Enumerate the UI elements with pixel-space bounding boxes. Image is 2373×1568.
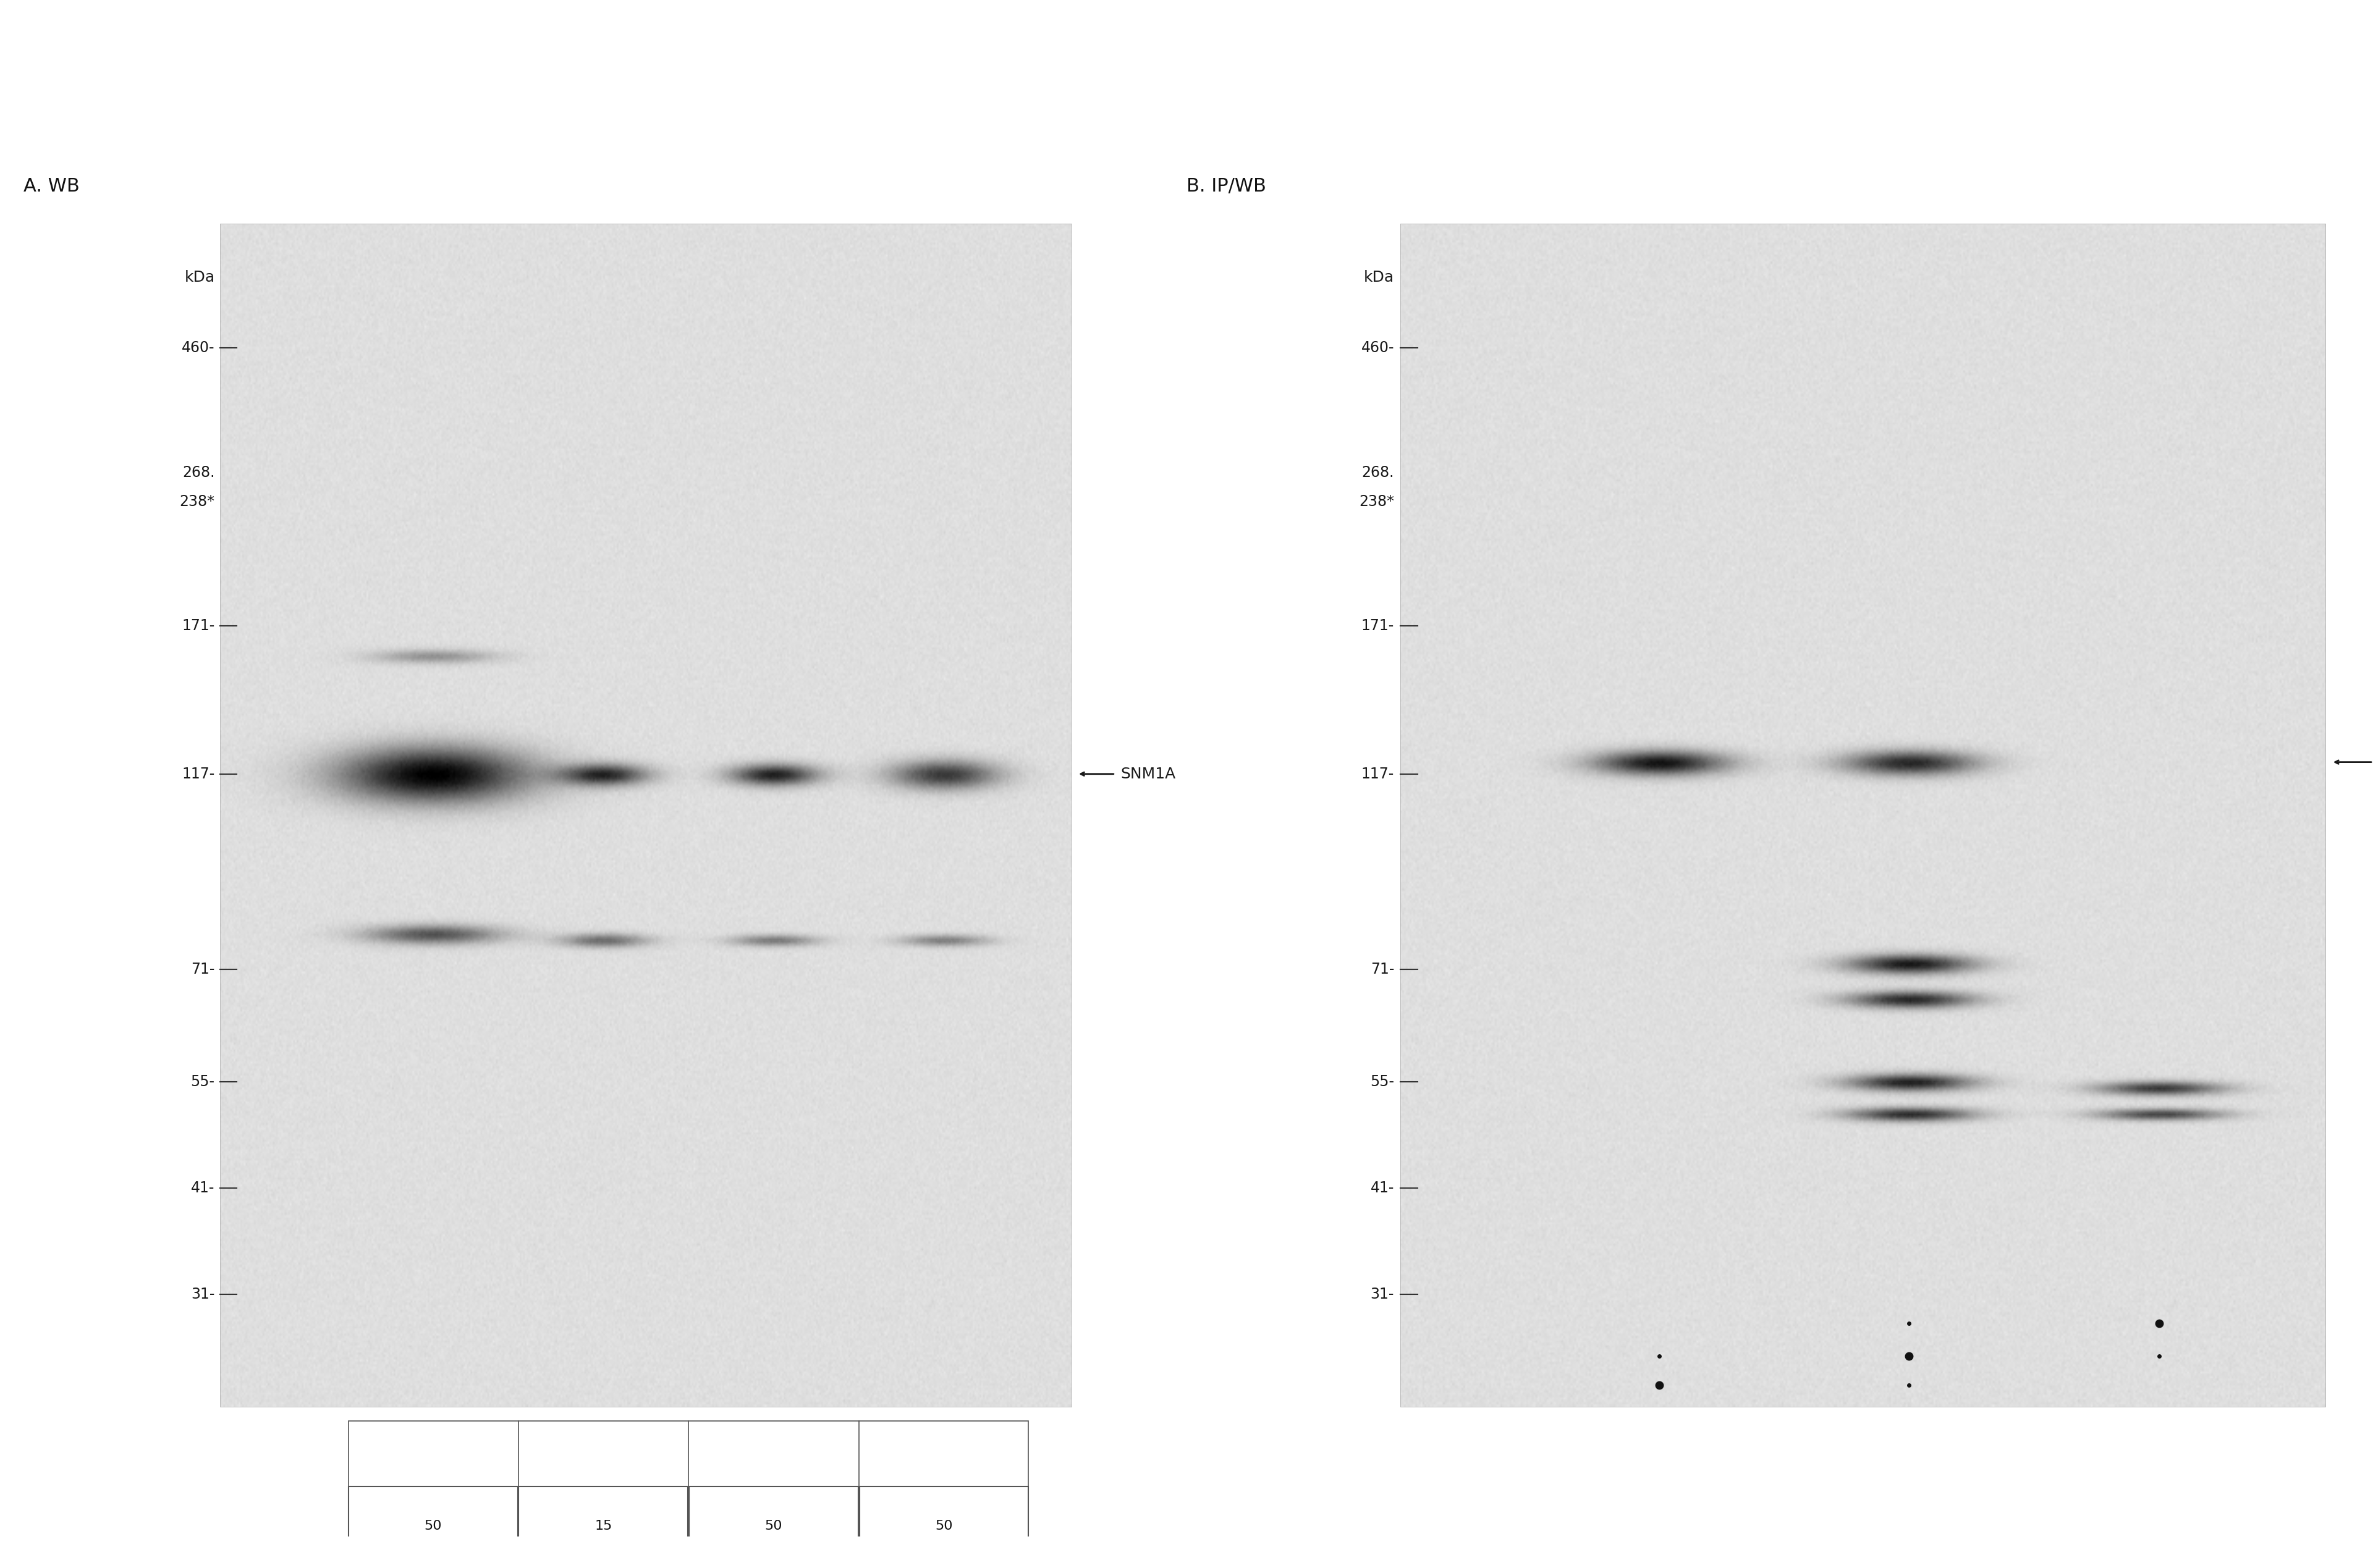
Text: 55-: 55- <box>190 1074 214 1088</box>
Text: 55-: 55- <box>1369 1074 1395 1088</box>
Text: 31-: 31- <box>1372 1287 1395 1301</box>
Text: 41-: 41- <box>192 1181 214 1195</box>
Text: 15: 15 <box>596 1519 612 1532</box>
Text: SNM1A: SNM1A <box>1120 767 1177 781</box>
Text: 50: 50 <box>935 1519 952 1532</box>
Text: 268.: 268. <box>1362 464 1395 480</box>
Bar <box>349 1421 1028 1565</box>
Text: B. IP/WB: B. IP/WB <box>1186 177 1267 194</box>
Text: 41-: 41- <box>1372 1181 1395 1195</box>
Text: 50: 50 <box>425 1519 441 1532</box>
Text: A. WB: A. WB <box>24 177 81 194</box>
Text: 171-: 171- <box>1362 619 1395 633</box>
Text: 71-: 71- <box>1372 961 1395 977</box>
Text: 268.: 268. <box>183 464 214 480</box>
Text: 171-: 171- <box>183 619 214 633</box>
Text: kDa: kDa <box>185 270 214 284</box>
Bar <box>520 1486 688 1565</box>
Bar <box>221 224 1073 1406</box>
Text: kDa: kDa <box>1364 270 1395 284</box>
Bar <box>688 1486 859 1565</box>
Text: 238*: 238* <box>180 494 214 510</box>
Bar <box>859 1486 1028 1565</box>
Text: 71-: 71- <box>192 961 214 977</box>
Bar <box>349 1486 517 1565</box>
Text: 50: 50 <box>764 1519 783 1532</box>
Text: 460-: 460- <box>1362 340 1395 356</box>
Text: 460-: 460- <box>183 340 214 356</box>
Text: 31-: 31- <box>192 1287 214 1301</box>
Text: 117-: 117- <box>1362 767 1395 781</box>
Bar <box>1400 224 2326 1406</box>
Text: 117-: 117- <box>183 767 214 781</box>
Text: 238*: 238* <box>1360 494 1395 510</box>
